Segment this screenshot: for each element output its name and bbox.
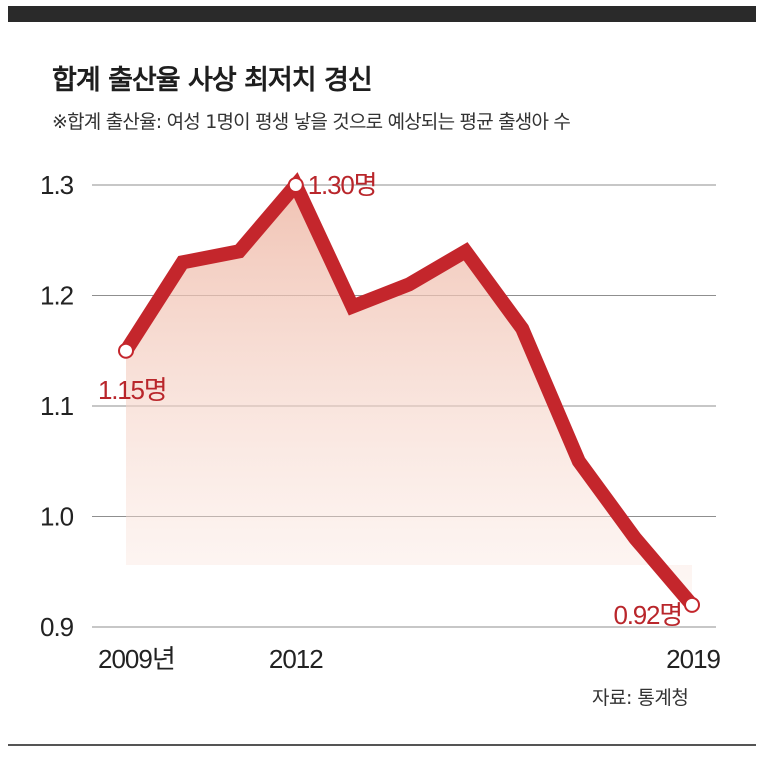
y-tick-label: 1.3 — [40, 170, 74, 200]
data-label: 1.15명 — [98, 375, 167, 405]
source-note: 자료: 통계청 — [592, 687, 689, 709]
chart-subtitle: ※합계 출산율: 여성 1명이 평생 낳을 것으로 예상되는 평균 출생아 수 — [52, 111, 571, 133]
y-tick-label: 0.9 — [40, 612, 74, 642]
top-bar — [8, 6, 756, 22]
data-point-marker — [684, 596, 700, 613]
data-label: 0.92명 — [613, 600, 682, 630]
bottom-rule — [8, 744, 756, 746]
x-tick-label: 2009년 — [98, 644, 175, 674]
x-tick-label: 2012 — [269, 644, 323, 674]
y-tick-label: 1.2 — [40, 281, 74, 311]
data-point-marker — [118, 342, 134, 359]
y-tick-label: 1.1 — [40, 391, 74, 421]
series-line — [120, 172, 698, 610]
area-fill — [126, 185, 692, 605]
x-tick-label: 2019 — [666, 644, 720, 674]
data-label: 1.30명 — [308, 170, 377, 200]
y-tick-label: 1.0 — [40, 502, 74, 532]
data-point-marker — [287, 177, 304, 193]
chart-title: 합계 출산율 사상 최저치 경신 — [52, 65, 373, 96]
